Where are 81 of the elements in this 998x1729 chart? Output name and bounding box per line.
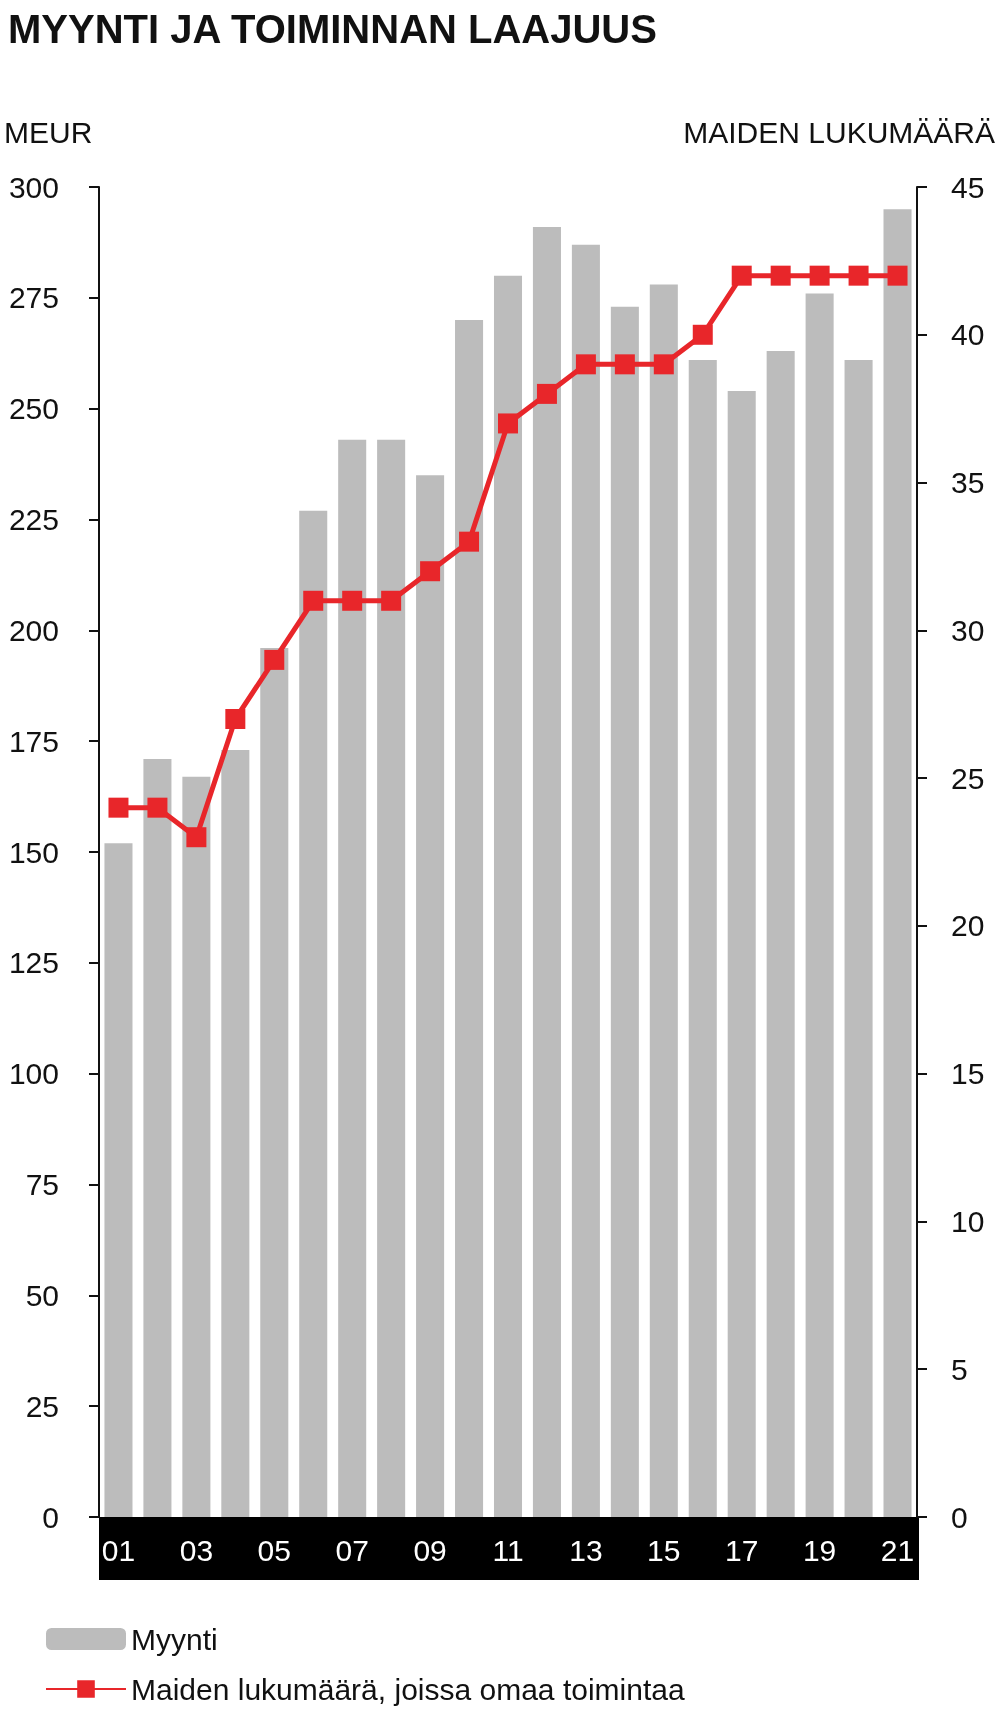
point [809, 265, 830, 286]
bar [766, 351, 795, 1517]
x-tick-label: 11 [492, 1533, 524, 1567]
point [108, 797, 129, 818]
y2-axis-title: MAIDEN LUKUMÄÄRÄ [683, 115, 995, 149]
point [575, 354, 596, 375]
bar [688, 359, 717, 1517]
y-tick-label: 225 [8, 503, 59, 536]
y2-tick-label: 20 [951, 909, 985, 943]
point [225, 709, 246, 729]
point [770, 265, 791, 286]
point [887, 265, 908, 286]
bar [377, 439, 406, 1517]
y-tick-label: 75 [25, 1168, 59, 1201]
bar [649, 284, 678, 1517]
x-tick-label: 09 [413, 1533, 447, 1567]
point [420, 561, 441, 582]
legend-label: Myynti [131, 1622, 218, 1656]
point [303, 590, 324, 611]
bar [727, 390, 756, 1517]
y2-tick-label: 30 [951, 613, 985, 647]
chart-title: MYYNTI JA TOIMINNAN LAAJUUS [8, 7, 657, 51]
bar [299, 510, 328, 1517]
x-tick-label: 21 [880, 1533, 915, 1567]
x-tick-label: 17 [725, 1533, 759, 1567]
point [381, 590, 402, 611]
y-tick-label: 300 [8, 170, 59, 204]
y-tick-label: 50 [25, 1278, 59, 1312]
point [731, 265, 752, 286]
y-tick-label: 200 [8, 613, 59, 647]
y-tick-label: 125 [8, 946, 59, 980]
y-tick-label: 250 [8, 392, 59, 426]
y-tick-label: 275 [8, 281, 59, 315]
bar [338, 439, 367, 1517]
point [498, 413, 518, 434]
y2-tick-label: 10 [951, 1204, 985, 1238]
bar [805, 293, 834, 1517]
bar [143, 758, 172, 1517]
bar [493, 275, 523, 1517]
bar [260, 648, 289, 1517]
y-axis-title: MEUR [4, 115, 93, 149]
point [653, 354, 674, 375]
point [147, 797, 168, 818]
y2-tick-label: 35 [951, 466, 985, 500]
y-tick-label: 150 [8, 835, 59, 869]
x-tick-label: 03 [179, 1533, 214, 1567]
y-tick-label: 175 [8, 724, 59, 758]
bar [182, 776, 211, 1517]
y2-tick-label: 40 [951, 318, 985, 352]
y2-tick-label: 15 [951, 1057, 985, 1091]
bar [610, 306, 639, 1517]
point [264, 649, 285, 670]
bar [532, 226, 561, 1517]
y-tick-label: 100 [8, 1057, 59, 1091]
point [186, 827, 207, 848]
point [536, 383, 557, 404]
bar [104, 843, 133, 1517]
y2-tick-label: 25 [951, 761, 985, 795]
point [342, 590, 363, 611]
bar [455, 320, 484, 1517]
bar [416, 475, 445, 1517]
bar [221, 750, 250, 1517]
x-tick-label: 19 [802, 1533, 837, 1567]
y2-tick-label: 0 [951, 1500, 968, 1534]
point [459, 531, 480, 552]
bar [844, 359, 873, 1517]
point [692, 324, 713, 345]
x-tick-label: 07 [335, 1533, 369, 1567]
x-tick-label: 01 [101, 1533, 136, 1567]
y-tick-label: 0 [42, 1500, 59, 1534]
legend-label: Maiden lukumäärä, joissa omaa toimintaa [131, 1672, 685, 1706]
y-tick-label: 25 [25, 1389, 59, 1423]
x-tick-label: 15 [647, 1533, 681, 1567]
bar [571, 244, 600, 1517]
x-tick-label: 13 [569, 1533, 603, 1567]
point [848, 265, 869, 286]
point [614, 354, 635, 375]
bar [883, 209, 912, 1517]
y2-tick-label: 45 [951, 170, 985, 204]
x-tick-label: 05 [257, 1533, 291, 1567]
y2-tick-label: 5 [951, 1352, 968, 1386]
